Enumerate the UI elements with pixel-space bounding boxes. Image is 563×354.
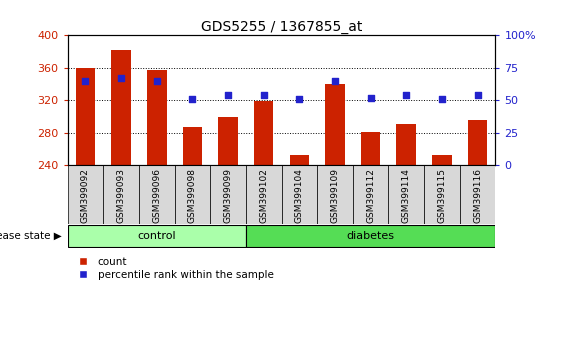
Text: GSM399114: GSM399114 — [402, 168, 411, 223]
Text: control: control — [137, 231, 176, 241]
Text: GSM399093: GSM399093 — [117, 168, 126, 223]
FancyBboxPatch shape — [460, 165, 495, 224]
FancyBboxPatch shape — [424, 165, 460, 224]
Point — [188, 96, 197, 102]
Bar — [182, 127, 202, 165]
Bar — [432, 155, 452, 165]
Point — [366, 95, 375, 101]
FancyBboxPatch shape — [353, 165, 388, 224]
Point — [473, 92, 482, 98]
Bar — [254, 101, 274, 165]
Bar — [289, 155, 309, 165]
Text: GSM399116: GSM399116 — [473, 168, 482, 223]
Point — [81, 78, 90, 84]
FancyBboxPatch shape — [388, 165, 424, 224]
Bar — [396, 124, 416, 165]
Text: GSM399115: GSM399115 — [437, 168, 446, 223]
Point — [224, 92, 233, 98]
FancyBboxPatch shape — [282, 165, 317, 224]
Title: GDS5255 / 1367855_at: GDS5255 / 1367855_at — [201, 21, 362, 34]
FancyBboxPatch shape — [139, 165, 175, 224]
FancyBboxPatch shape — [68, 165, 103, 224]
FancyBboxPatch shape — [246, 165, 282, 224]
Point — [330, 78, 339, 84]
Text: GSM399109: GSM399109 — [330, 168, 339, 223]
Bar — [75, 68, 95, 165]
Point — [259, 92, 268, 98]
FancyBboxPatch shape — [246, 225, 495, 247]
Point — [117, 75, 126, 81]
Point — [295, 96, 304, 102]
Bar — [111, 50, 131, 165]
Text: GSM399102: GSM399102 — [259, 168, 268, 223]
FancyBboxPatch shape — [68, 225, 246, 247]
Point — [152, 78, 161, 84]
FancyBboxPatch shape — [317, 165, 353, 224]
Point — [437, 96, 446, 102]
Legend: count, percentile rank within the sample: count, percentile rank within the sample — [73, 257, 274, 280]
Text: GSM399098: GSM399098 — [188, 168, 197, 223]
Point — [402, 92, 411, 98]
Bar — [218, 116, 238, 165]
Text: GSM399092: GSM399092 — [81, 168, 90, 223]
FancyBboxPatch shape — [210, 165, 246, 224]
Bar — [468, 120, 488, 165]
Text: GSM399112: GSM399112 — [366, 168, 375, 223]
FancyBboxPatch shape — [103, 165, 139, 224]
Bar — [147, 70, 167, 165]
Bar — [325, 84, 345, 165]
Text: GSM399099: GSM399099 — [224, 168, 233, 223]
Text: GSM399104: GSM399104 — [295, 168, 304, 223]
Text: GSM399096: GSM399096 — [152, 168, 161, 223]
Text: disease state ▶: disease state ▶ — [0, 231, 62, 241]
Bar — [361, 132, 381, 165]
Text: diabetes: diabetes — [347, 231, 395, 241]
FancyBboxPatch shape — [175, 165, 210, 224]
